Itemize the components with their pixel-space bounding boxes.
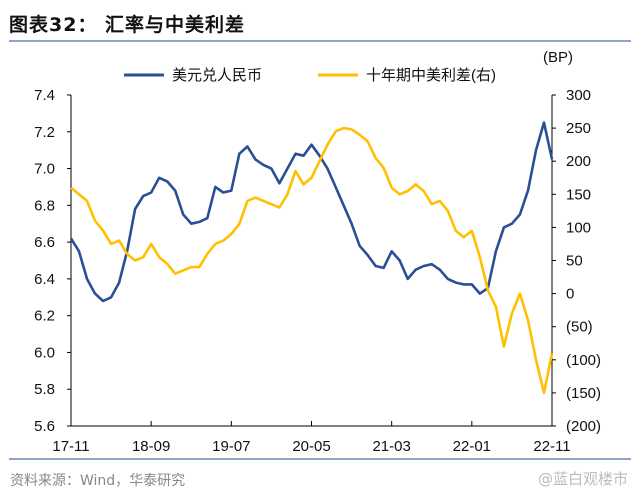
left-tick-label: 6.2 <box>34 308 55 325</box>
right-tick-label: 0 <box>566 286 574 303</box>
right-tick-label: (100) <box>566 352 601 369</box>
legend: 美元兑人民币 十年期中美利差(右) <box>124 67 496 84</box>
right-tick-label: (150) <box>566 385 601 402</box>
watermark: @蓝白观楼市 <box>537 470 628 488</box>
right-tick-label: 300 <box>566 87 591 104</box>
x-tick-label: 19-07 <box>212 438 250 455</box>
right-axis-unit: (BP) <box>543 49 573 66</box>
right-tick-label: 150 <box>566 186 591 203</box>
x-tick-label: 22-11 <box>533 438 570 455</box>
x-tick-label: 21-03 <box>372 438 410 455</box>
left-tick-label: 6.4 <box>34 271 55 288</box>
legend-label: 十年期中美利差(右) <box>366 67 496 84</box>
left-tick-label: 6.6 <box>34 234 55 251</box>
left-tick-label: 7.2 <box>34 124 55 141</box>
left-tick-label: 6.8 <box>34 197 55 214</box>
left-tick-label: 5.6 <box>34 418 55 435</box>
chart-title: 图表32： 汇率与中美利差 <box>9 14 246 36</box>
x-tick-label: 22-01 <box>453 438 491 455</box>
right-tick-label: 50 <box>566 253 583 270</box>
x-tick-label: 17-11 <box>52 438 89 455</box>
left-tick-label: 7.4 <box>34 87 55 104</box>
source-note: 资料来源：Wind，华泰研究 <box>10 473 186 489</box>
title-divider <box>9 40 631 42</box>
x-tick-label: 18-09 <box>132 438 170 455</box>
footer-divider <box>9 458 631 460</box>
x-tick-label: 20-05 <box>292 438 330 455</box>
left-tick-label: 7.0 <box>34 161 55 178</box>
left-tick-label: 5.8 <box>34 381 55 398</box>
left-tick-label: 6.0 <box>34 344 55 361</box>
usdcny-line <box>69 121 554 303</box>
right-tick-label: (200) <box>566 418 601 435</box>
right-tick-label: 250 <box>566 120 591 137</box>
chart: 美元兑人民币 十年期中美利差(右) (BP) 7.4 7.2 7.0 6.8 6.6 6.4… <box>34 49 601 455</box>
right-tick-label: 200 <box>566 153 591 170</box>
cn-us-spread-line <box>70 126 554 395</box>
right-tick-label: 100 <box>566 219 591 236</box>
legend-label: 美元兑人民币 <box>172 67 262 84</box>
right-tick-label: (50) <box>566 319 593 336</box>
